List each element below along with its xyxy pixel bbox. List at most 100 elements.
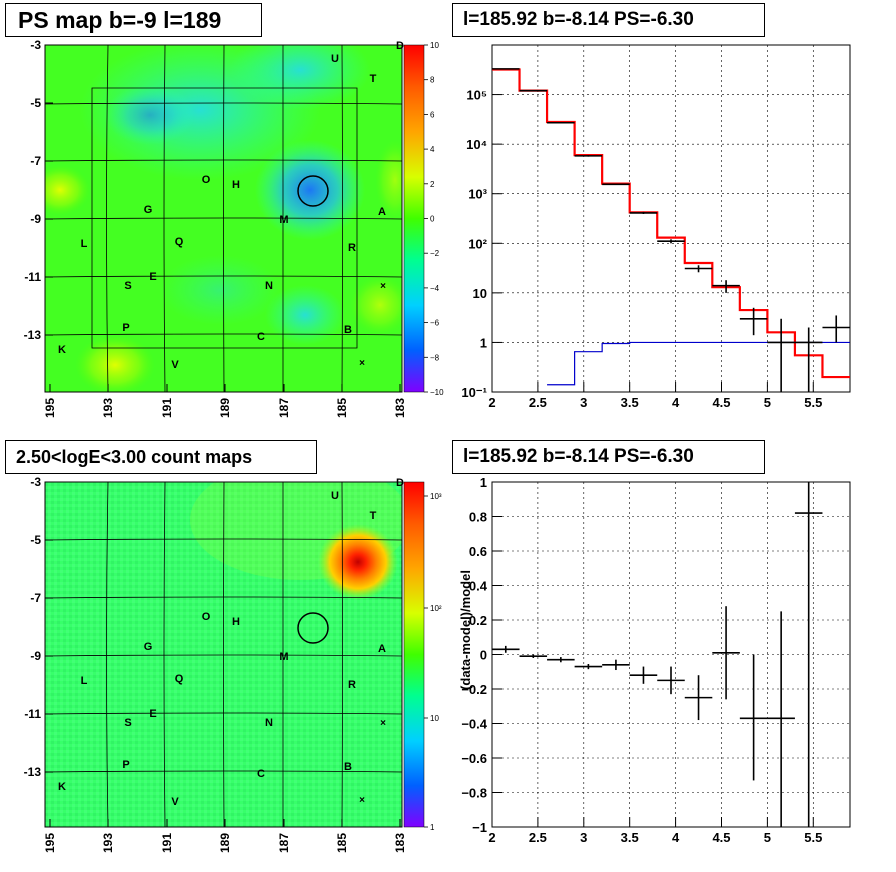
residual-point [794, 482, 823, 827]
colorbar-tick-label: 10 [430, 714, 439, 723]
residual-point [684, 675, 713, 721]
residual-point [519, 654, 548, 658]
colorbar-tick-label: 10² [430, 604, 442, 613]
x-tick-label: 4 [672, 830, 680, 845]
map-label-c: C [257, 331, 265, 343]
x-tick-label: 195 [43, 833, 57, 853]
x-tick-label: 193 [101, 398, 115, 418]
ps-map-title: PS map b=-9 l=189 [5, 3, 262, 37]
data-point [684, 265, 713, 273]
residual-y-axis-label: (data-model)/model [458, 570, 473, 690]
y-tick-label: 0 [480, 648, 487, 663]
count-colorbar: 10³ 10² 10 1 [403, 481, 442, 832]
map-label-g: G [144, 204, 153, 216]
map-label-b: B [344, 324, 352, 336]
map-label-v: V [171, 359, 179, 371]
residual-point [547, 657, 575, 663]
count-map: D U T O H G M A L Q R E S N P C B K V × × 195 193 191 189 187 185… [24, 475, 407, 853]
map-label-m: M [279, 214, 288, 226]
colorbar-tick-label: 1 [430, 823, 435, 832]
colorbar-tick-label: −2 [430, 249, 440, 258]
colorbar-tick-label: 10³ [430, 492, 442, 501]
map-label-t: T [370, 73, 377, 85]
data-point [629, 211, 658, 214]
y-tick-label: -7 [30, 154, 41, 168]
ps-colorbar: 10 8 6 4 2 0 −2 −4 −6 −8 −10 [403, 41, 444, 397]
map-label-t: T [370, 510, 377, 522]
y-tick-label: 0.8 [469, 510, 487, 525]
residual-point [739, 654, 768, 781]
x-tick-label: 183 [393, 833, 407, 853]
y-tick-label: 10² [468, 236, 487, 251]
x-tick-label: 185 [335, 833, 349, 853]
cross-marker: × [380, 281, 386, 292]
x-tick-label: 185 [335, 398, 349, 418]
cross-marker: × [359, 795, 365, 806]
map-label-o: O [202, 611, 211, 623]
map-label-d: D [396, 40, 404, 52]
map-label-b: B [344, 761, 352, 773]
residual-point [492, 645, 520, 653]
map-label-u: U [331, 53, 339, 65]
x-tick-label: 191 [160, 398, 174, 418]
y-tick-label: -5 [30, 533, 41, 547]
map-label-q: Q [175, 673, 184, 685]
data-point [574, 155, 603, 157]
data-point [794, 327, 823, 392]
data-point [822, 315, 850, 343]
map-label-e: E [149, 271, 156, 283]
map-label-l: L [81, 238, 88, 250]
colorbar-tick-label: 8 [430, 76, 435, 85]
x-tick-label: 191 [160, 833, 174, 853]
map-label-k: K [58, 781, 66, 793]
data-point [767, 318, 795, 392]
x-tick-label: 3.5 [621, 395, 639, 410]
colorbar-tick-label: 0 [430, 215, 435, 224]
x-tick-label: 4.5 [712, 830, 730, 845]
x-tick-label: 193 [101, 833, 115, 853]
map-label-q: Q [175, 236, 184, 248]
colorbar-tick-label: 2 [430, 180, 435, 189]
x-tick-label: 2 [488, 395, 495, 410]
y-tick-label: -3 [30, 475, 41, 489]
x-tick-label: 3 [580, 395, 587, 410]
map-label-h: H [232, 616, 240, 628]
residual-point [629, 666, 658, 684]
colorbar-tick-label: 6 [430, 110, 435, 119]
ps-map: D U T O H G M A L Q R E S N P C B K V × × 195 193 191 189 187 185… [24, 38, 407, 418]
map-label-k: K [58, 344, 66, 356]
map-label-r: R [348, 242, 356, 254]
x-tick-label: 2 [488, 830, 495, 845]
spectrum-title: l=185.92 b=-8.14 PS=-6.30 [452, 3, 765, 37]
x-tick-label: 187 [277, 398, 291, 418]
x-tick-label: 187 [277, 833, 291, 853]
residual-point [657, 666, 685, 695]
data-point [657, 239, 685, 244]
colorbar-tick-label: 4 [430, 145, 435, 154]
map-label-e: E [149, 708, 156, 720]
source-marker [297, 612, 329, 644]
map-label-u: U [331, 490, 339, 502]
y-tick-label: −0.8 [461, 786, 487, 801]
y-tick-label: -3 [30, 38, 41, 52]
x-tick-label: 189 [218, 833, 232, 853]
y-tick-label: -5 [30, 96, 41, 110]
y-tick-label: 10⁻¹ [461, 385, 487, 400]
cross-marker: × [380, 718, 386, 729]
map-label-h: H [232, 179, 240, 191]
map-label-s: S [124, 717, 131, 729]
y-tick-label: -13 [24, 765, 42, 779]
data-point [712, 280, 740, 293]
map-label-r: R [348, 679, 356, 691]
y-tick-label: −1 [472, 820, 487, 835]
x-tick-label: 4 [672, 395, 680, 410]
map-label-c: C [257, 768, 265, 780]
x-tick-label: 4.5 [712, 395, 730, 410]
map-label-m: M [279, 651, 288, 663]
colorbar-tick-label: −8 [430, 353, 440, 362]
y-tick-label: −0.2 [461, 682, 487, 697]
cross-marker: × [359, 358, 365, 369]
colorbar-tick-label: −6 [430, 319, 440, 328]
map-label-p: P [122, 759, 129, 771]
